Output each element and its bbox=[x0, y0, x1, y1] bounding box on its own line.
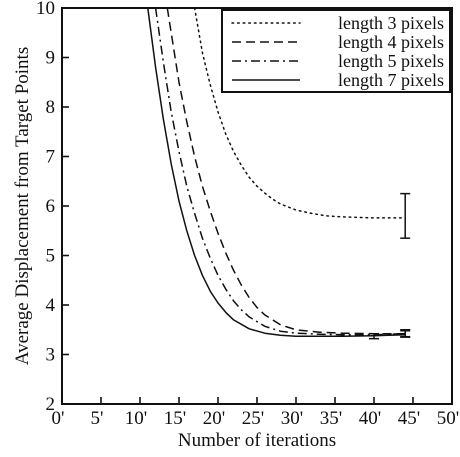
series-line-4 bbox=[147, 8, 406, 337]
x-tick-label-50: 50' bbox=[437, 408, 459, 429]
series-line-3 bbox=[154, 8, 406, 336]
x-tick-label-40: 40' bbox=[359, 408, 381, 429]
y-tick-label-3: 3 bbox=[46, 345, 56, 366]
legend-label-3: length 5 pixels bbox=[338, 51, 444, 71]
series-line-1 bbox=[193, 8, 406, 219]
axes-layer: 2 3 4 5 6 7 8 9 10 0' 5' 10' 15' 20' 25' 30' 35' 40' 45' 50… bbox=[36, 0, 459, 429]
x-tick-label-0: 0' bbox=[52, 408, 65, 429]
y-tick-label-9: 9 bbox=[46, 48, 56, 69]
y-tick-label-5: 5 bbox=[46, 246, 56, 267]
x-tick-label-25: 25' bbox=[242, 408, 264, 429]
y-tick-label-8: 8 bbox=[46, 97, 56, 118]
x-tick-label-45: 45' bbox=[398, 408, 420, 429]
y-tick-label-4: 4 bbox=[46, 295, 56, 316]
y-tick-label-6: 6 bbox=[46, 196, 56, 217]
y-tick-label-7: 7 bbox=[46, 147, 56, 168]
error-bar-3 bbox=[400, 329, 411, 338]
y-axis-label: Average Displacement from Target Points bbox=[12, 47, 33, 365]
legend-label-4: length 7 pixels bbox=[338, 70, 444, 90]
series-line-2 bbox=[166, 8, 406, 335]
legend-label-1: length 3 pixels bbox=[338, 13, 444, 33]
series-layer bbox=[147, 8, 411, 340]
error-bar-1 bbox=[400, 192, 411, 239]
x-tick-label-30: 30' bbox=[281, 408, 303, 429]
x-tick-label-15: 15' bbox=[164, 408, 186, 429]
y-tick-label-10: 10 bbox=[36, 0, 55, 19]
legend-label-2: length 4 pixels bbox=[338, 32, 444, 52]
x-axis-label: Number of iterations bbox=[178, 430, 336, 451]
x-tick-label-20: 20' bbox=[203, 408, 225, 429]
y-tick-label-2: 2 bbox=[46, 394, 56, 415]
error-bar-4 bbox=[369, 332, 379, 340]
x-tick-label-35: 35' bbox=[320, 408, 342, 429]
x-tick-label-5: 5' bbox=[91, 408, 104, 429]
x-tick-label-10: 10' bbox=[125, 408, 147, 429]
